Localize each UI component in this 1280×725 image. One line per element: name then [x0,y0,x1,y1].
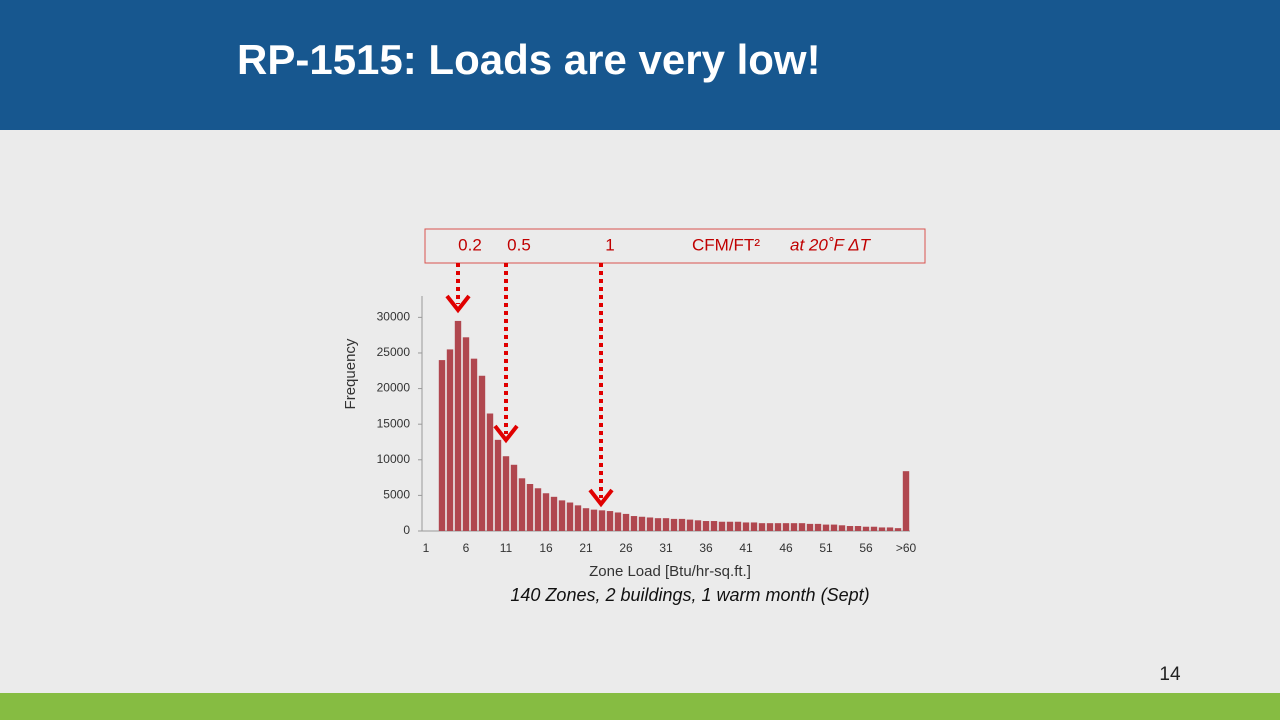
annotation-text: at 20˚F ΔT [790,235,872,254]
bar [702,521,710,531]
bar [574,505,582,531]
bar [734,521,742,531]
bar [446,349,454,531]
header-bar [0,0,1280,130]
bar [478,375,486,531]
bar [878,527,886,531]
bar [582,508,590,531]
bar [518,478,526,531]
arrow-head [588,488,614,508]
x-tick-label: 31 [659,541,673,555]
slide-title: RP-1515: Loads are very low! [237,36,821,83]
y-tick-label: 25000 [377,345,411,359]
bar [838,525,846,531]
y-tick-label: 15000 [377,416,411,430]
bar [862,526,870,531]
x-tick-label: 51 [819,541,833,555]
bar [902,471,910,531]
footer-bar [0,693,1280,720]
x-tick-label: 26 [619,541,633,555]
x-axis-title: Zone Load [Btu/hr-sq.ft.] [589,563,751,580]
bar [486,413,494,531]
x-tick-label: 36 [699,541,713,555]
bar [830,524,838,531]
annotation-arrows [445,263,614,508]
bar [854,526,862,531]
arrow-head [493,424,519,444]
y-tick-label: 30000 [377,310,411,324]
bar [542,493,550,531]
bar [630,516,638,531]
bar [558,500,566,531]
y-axis-title: Frequency [342,338,359,409]
y-tick-label: 0 [403,523,410,537]
bar [814,523,822,531]
bar [550,496,558,531]
annotation-text: 1 [605,235,614,254]
arrow-head [445,294,471,314]
bar [462,337,470,531]
bar [750,522,758,531]
y-tick-label: 20000 [377,381,411,395]
bar [662,518,670,531]
x-tick-label: 21 [579,541,593,555]
bar [726,521,734,531]
x-tick-label: 6 [463,541,470,555]
bar [454,320,462,531]
bar [470,358,478,531]
bar [566,502,574,531]
bar [438,360,446,531]
y-tick-label: 5000 [383,488,410,502]
bar [886,527,894,531]
bar [590,509,598,531]
bar [654,518,662,531]
bar [782,523,790,531]
bar [494,439,502,531]
x-tick-label: 1 [423,541,430,555]
bar [614,512,622,531]
annotation-text: 0.2 [458,235,482,254]
bar [606,511,614,531]
bar [526,484,534,531]
bar [710,521,718,531]
annotation-box [424,228,926,264]
annotation-text: 0.5 [507,235,531,254]
bar [790,523,798,531]
bar [598,510,606,531]
x-tick-label: 46 [779,541,793,555]
bar [622,513,630,531]
annotation-text: CFM/FT² [692,235,760,254]
bar [678,518,686,531]
bar [686,519,694,531]
bar [806,523,814,531]
bar [742,522,750,531]
page-number: 14 [1159,664,1181,685]
x-tick-label: 16 [539,541,553,555]
bar [502,456,510,531]
bar [798,523,806,531]
y-tick-label: 10000 [377,452,411,466]
bar [694,520,702,531]
bar [758,523,766,531]
bar [646,517,654,531]
bar [534,488,542,531]
bar [846,526,854,531]
bar [870,526,878,531]
bar [718,521,726,531]
x-tick-label: 56 [859,541,873,555]
caption: 140 Zones, 2 buildings, 1 warm month (Se… [510,585,869,605]
bar [510,464,518,531]
bar [822,524,830,531]
bar [774,523,782,531]
bar [766,523,774,531]
x-tick-label: 11 [500,541,513,555]
bar [894,528,902,531]
bar [638,516,646,531]
x-tick-label: >60 [896,541,917,555]
x-tick-label: 41 [739,541,753,555]
bar [670,518,678,531]
